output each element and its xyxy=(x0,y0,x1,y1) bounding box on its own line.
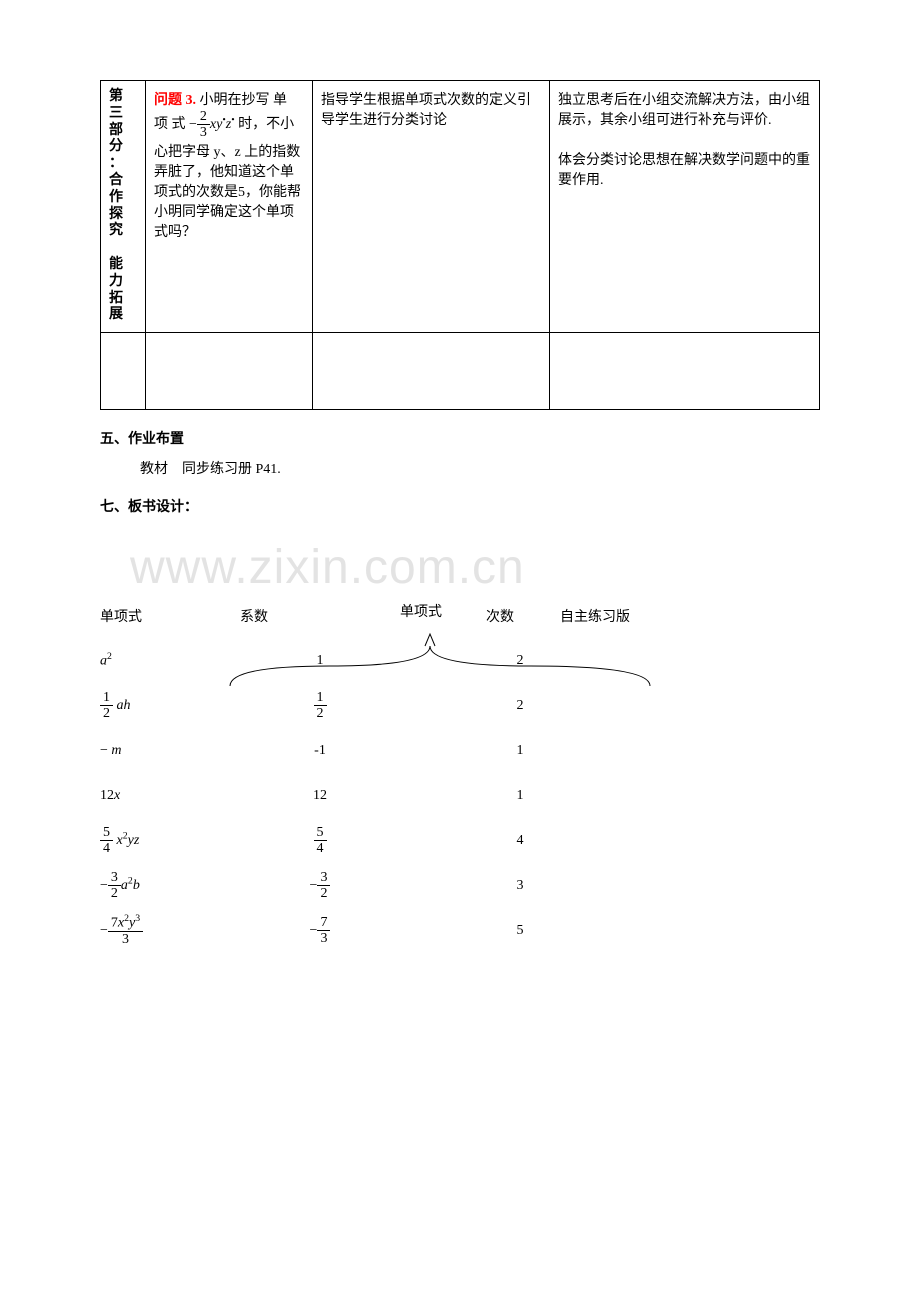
problem-cell: 问题 3. 小明在抄写 单 项 式 −23xy•z• 时，不小心把字母 y、z … xyxy=(146,81,313,333)
student-activity-cell: 独立思考后在小组交流解决方法，由小组展示，其余小组可进行补充与评价. 体会分类讨… xyxy=(550,81,820,333)
board-row: 54 x2yz544 xyxy=(100,818,820,863)
board-area: 单项式 单项式 系数 次数 自主练习版 a21212 ah122− m-1112… xyxy=(100,606,820,953)
monomial-cell: 54 x2yz xyxy=(100,825,220,857)
section-label-cell: 第三部分：合作探究 能力拓展 xyxy=(101,81,146,333)
coef-cell: −73 xyxy=(220,915,420,947)
brace-icon xyxy=(220,626,660,696)
monomial-cell: 12 ah xyxy=(100,690,220,722)
monomial-cell: −7x2y33 xyxy=(100,914,220,947)
neg-sign: − xyxy=(189,117,197,132)
header-degree: 次数 xyxy=(440,606,560,626)
monomial-cell: −32a2b xyxy=(100,870,220,902)
denominator: 3 xyxy=(197,125,210,140)
coef-cell: 12 xyxy=(220,788,420,804)
var-xy: xy xyxy=(210,117,222,132)
question-label: 问题 3. xyxy=(154,93,196,108)
teaching-table: 第三部分：合作探究 能力拓展 问题 3. 小明在抄写 单 项 式 −23xy•z… xyxy=(100,80,820,410)
coef-cell: −32 xyxy=(220,870,420,902)
board-row: −32a2b−323 xyxy=(100,863,820,908)
student-activity-p1: 独立思考后在小组交流解决方法，由小组展示，其余小组可进行补充与评价. xyxy=(558,89,811,129)
monomial-cell: − m xyxy=(100,743,220,759)
header-monomial: 单项式 xyxy=(100,606,220,626)
degree-cell: 5 xyxy=(420,923,620,939)
degree-cell: 1 xyxy=(420,788,620,804)
board-row: 12x121 xyxy=(100,773,820,818)
coef-cell: 54 xyxy=(220,825,420,857)
homework-heading: 五、作业布置 xyxy=(100,428,820,448)
exp-dot-2: • xyxy=(231,114,234,125)
degree-cell: 1 xyxy=(420,743,620,759)
monomial-cell: a2 xyxy=(100,651,220,670)
homework-text: 教材 同步练习册 P41. xyxy=(140,458,820,478)
empty-cell xyxy=(313,333,550,410)
empty-cell xyxy=(550,333,820,410)
board-row: −7x2y33−735 xyxy=(100,908,820,953)
monomial-cell: 12x xyxy=(100,788,220,804)
formula: −23xy•z• xyxy=(189,109,235,141)
degree-cell: 3 xyxy=(420,878,620,894)
board-header-row: 单项式 系数 次数 自主练习版 xyxy=(100,606,820,626)
header-practice: 自主练习版 xyxy=(560,606,680,626)
fraction: 23 xyxy=(197,109,210,141)
empty-cell xyxy=(146,333,313,410)
degree-cell: 2 xyxy=(420,698,620,714)
numerator: 2 xyxy=(197,109,210,125)
board-title: 单项式 xyxy=(400,601,442,621)
empty-row xyxy=(101,333,820,410)
board-heading: 七、板书设计： xyxy=(100,496,820,516)
board-row: − m-11 xyxy=(100,728,820,773)
student-activity-p2: 体会分类讨论思想在解决数学问题中的重要作用. xyxy=(558,149,811,189)
coef-cell: -1 xyxy=(220,743,420,759)
empty-cell xyxy=(101,333,146,410)
degree-cell: 4 xyxy=(420,833,620,849)
watermark: www.zixin.com.cn xyxy=(130,540,525,595)
teacher-guide-cell: 指导学生根据单项式次数的定义引导学生进行分类讨论 xyxy=(313,81,550,333)
